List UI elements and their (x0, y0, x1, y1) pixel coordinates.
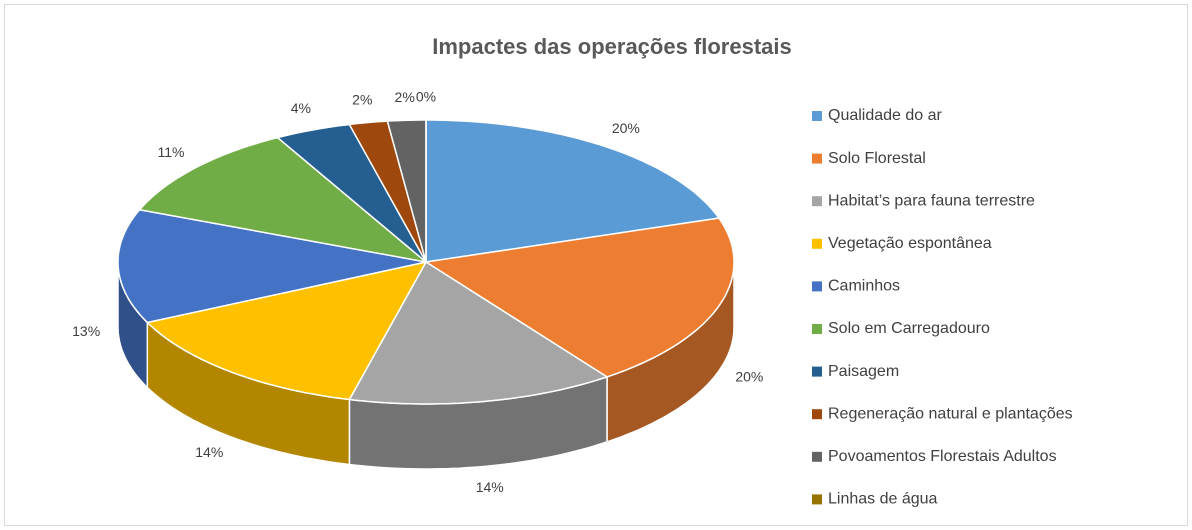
legend-swatch (812, 281, 822, 292)
legend-label: Povoamentos Florestais Adultos (828, 448, 1057, 465)
legend-label: Paisagem (828, 363, 899, 380)
legend-swatch (812, 196, 822, 207)
data-label: 20% (612, 120, 640, 136)
data-label: 14% (476, 479, 504, 495)
slice (145, 260, 428, 401)
legend-swatch (812, 324, 822, 334)
data-label: 14% (195, 444, 223, 460)
data-label: 13% (72, 323, 100, 339)
slice (386, 119, 427, 263)
slice (425, 119, 721, 263)
legend-label: Qualidade do ar (828, 107, 943, 124)
data-label: 20% (735, 368, 763, 384)
data-label: 2% (352, 92, 372, 108)
legend-label: Linhas de água (828, 491, 938, 508)
slice (348, 260, 609, 405)
legend-swatch (812, 153, 822, 164)
data-label: 11% (157, 144, 184, 160)
legend-swatch (812, 494, 822, 505)
legend-label: Regeneração natural e plantações (828, 405, 1073, 422)
slice (117, 208, 427, 324)
legend-swatch (812, 409, 822, 420)
legend-label: Caminhos (828, 278, 900, 295)
chart-title: Impactes das operações florestais (432, 34, 792, 59)
legend-swatch (812, 238, 822, 249)
legend-swatch (812, 111, 822, 121)
pie-tops (117, 119, 735, 405)
legend-label: Habitat’s para fauna terrestre (828, 192, 1035, 209)
slice (275, 123, 427, 263)
legend-label: Solo em Carregadouro (828, 320, 990, 337)
legend-label: Vegetação espontânea (828, 235, 992, 252)
legend-label: Solo Florestal (828, 150, 926, 167)
data-label: 0% (416, 89, 436, 105)
legend-swatch (812, 366, 822, 377)
legend-swatch (812, 451, 822, 462)
data-label: 4% (291, 100, 311, 116)
data-label: 2% (395, 89, 415, 105)
slice (138, 136, 429, 264)
slice (348, 120, 427, 263)
slice (423, 217, 735, 378)
